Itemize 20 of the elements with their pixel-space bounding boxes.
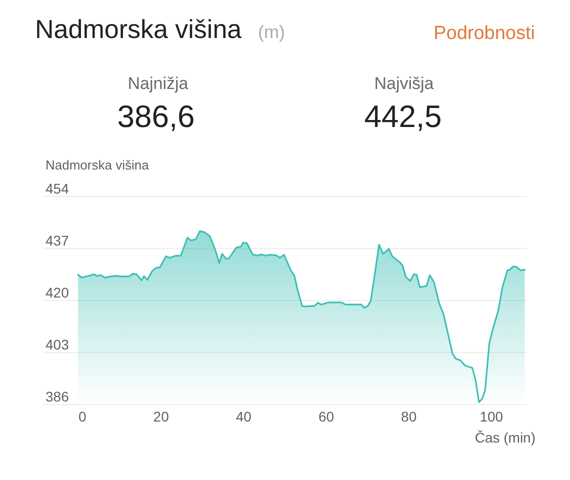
text: Najvišja bbox=[374, 74, 434, 93]
y-tick-label: 454 bbox=[46, 180, 70, 196]
x-axis-title: Čas (min) bbox=[474, 430, 536, 446]
text: 386,6 bbox=[117, 99, 195, 134]
x-tick-label: 0 bbox=[78, 408, 86, 424]
text: Podrobnosti bbox=[434, 23, 535, 44]
y-tick-label: 386 bbox=[46, 388, 70, 404]
chart-title: Nadmorska višina bbox=[35, 14, 242, 44]
y-axis-title: Nadmorska višina bbox=[46, 158, 150, 172]
text: 442,5 bbox=[364, 99, 442, 134]
x-tick-label: 60 bbox=[318, 408, 334, 424]
text: Najnižja bbox=[128, 74, 189, 93]
x-tick-label: 80 bbox=[401, 408, 417, 424]
chart-subtitle: (m) bbox=[258, 22, 285, 42]
y-tick-label: 437 bbox=[46, 232, 70, 248]
x-tick-label: 40 bbox=[236, 408, 252, 424]
x-tick-label: 100 bbox=[480, 408, 504, 424]
y-tick-label: 403 bbox=[46, 336, 70, 352]
x-tick-label: 20 bbox=[153, 408, 170, 424]
y-tick-label: 420 bbox=[46, 284, 70, 300]
